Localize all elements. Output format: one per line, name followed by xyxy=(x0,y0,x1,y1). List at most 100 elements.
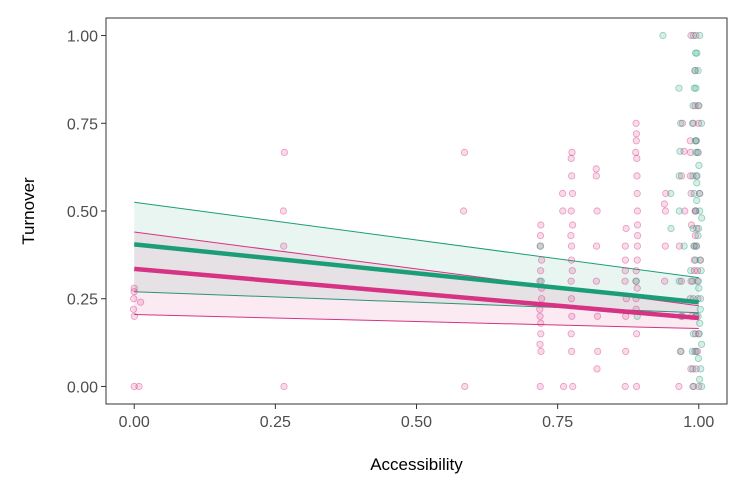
data-point xyxy=(568,189,577,198)
data-point xyxy=(678,119,687,127)
data-point xyxy=(689,224,697,233)
data-point xyxy=(692,207,700,215)
data-point xyxy=(694,224,703,233)
x-tick-label: 0.00 xyxy=(119,414,150,431)
data-point xyxy=(694,277,703,285)
data-point xyxy=(675,207,683,215)
data-point xyxy=(568,148,576,156)
data-point xyxy=(536,267,545,275)
data-point xyxy=(280,148,288,156)
data-point xyxy=(536,242,545,250)
data-point xyxy=(135,382,143,391)
data-point xyxy=(130,284,138,292)
data-point xyxy=(696,31,704,40)
data-point xyxy=(661,207,670,215)
data-point xyxy=(687,277,695,285)
data-point xyxy=(592,165,600,173)
data-point xyxy=(621,242,629,250)
data-point xyxy=(690,382,698,391)
data-point xyxy=(661,277,669,285)
data-point xyxy=(696,256,705,264)
data-point xyxy=(692,84,700,92)
data-point xyxy=(593,365,601,373)
data-point xyxy=(667,224,675,233)
x-tick-label: 0.50 xyxy=(401,414,432,431)
data-point xyxy=(689,119,697,127)
data-point xyxy=(621,382,629,391)
y-tick-label: 1.00 xyxy=(67,29,98,46)
data-point xyxy=(693,196,701,205)
data-point xyxy=(691,207,699,215)
data-point xyxy=(593,312,602,320)
data-point xyxy=(567,256,576,264)
data-point xyxy=(559,207,567,215)
data-point xyxy=(675,172,683,180)
x-axis-title: Accessibility xyxy=(370,455,463,474)
data-point xyxy=(568,172,576,180)
data-point xyxy=(695,330,703,338)
data-point xyxy=(559,382,568,391)
data-point xyxy=(537,319,545,327)
data-point xyxy=(632,277,640,285)
data-point xyxy=(696,319,704,327)
data-point xyxy=(536,382,544,391)
data-point xyxy=(567,207,575,215)
data-point xyxy=(691,347,699,355)
data-point xyxy=(537,295,546,303)
data-point xyxy=(537,221,545,229)
data-point xyxy=(691,67,699,75)
data-point xyxy=(695,375,704,383)
data-point xyxy=(695,161,703,169)
data-point xyxy=(693,277,701,285)
data-point xyxy=(567,232,575,240)
data-point xyxy=(569,382,577,391)
data-point xyxy=(593,207,601,215)
data-point xyxy=(690,242,698,250)
data-point xyxy=(687,365,695,373)
data-point xyxy=(537,330,545,338)
y-tick-label: 0.50 xyxy=(67,204,98,221)
data-point xyxy=(130,382,138,391)
data-point xyxy=(687,221,696,229)
data-point xyxy=(694,102,702,110)
data-point xyxy=(661,242,669,250)
data-point xyxy=(567,277,575,285)
data-point xyxy=(568,312,576,320)
data-point xyxy=(621,267,629,275)
data-point xyxy=(568,221,577,229)
data-point xyxy=(697,119,706,127)
y-tick-label: 0.75 xyxy=(67,116,98,133)
data-point xyxy=(130,288,138,296)
data-point xyxy=(681,207,689,215)
y-tick-label: 0.00 xyxy=(67,379,98,396)
y-tick-label: 0.25 xyxy=(67,292,98,309)
data-point xyxy=(632,277,640,285)
data-point xyxy=(633,221,642,229)
data-point xyxy=(592,172,600,180)
data-point xyxy=(536,242,544,250)
data-point xyxy=(632,382,641,391)
data-point xyxy=(694,148,702,156)
x-tick-label: 0.75 xyxy=(542,414,573,431)
x-axis-ticks: 0.00 0.25 0.50 0.75 1.00 xyxy=(119,404,714,431)
data-point xyxy=(694,67,702,75)
data-point xyxy=(633,256,641,264)
data-point xyxy=(697,340,706,348)
data-point xyxy=(692,242,701,250)
data-point xyxy=(689,31,698,40)
data-point xyxy=(694,148,702,156)
data-point xyxy=(632,267,640,275)
data-point xyxy=(677,347,685,355)
x-tick-label: 0.25 xyxy=(260,414,291,431)
data-point xyxy=(694,232,702,240)
fit-line-1 xyxy=(133,242,700,305)
data-point xyxy=(536,312,544,320)
data-point xyxy=(633,232,642,240)
data-point xyxy=(689,172,697,180)
data-point xyxy=(691,207,700,215)
data-point xyxy=(558,189,567,198)
data-point xyxy=(689,102,697,110)
data-point xyxy=(567,295,576,303)
data-point xyxy=(659,31,667,40)
